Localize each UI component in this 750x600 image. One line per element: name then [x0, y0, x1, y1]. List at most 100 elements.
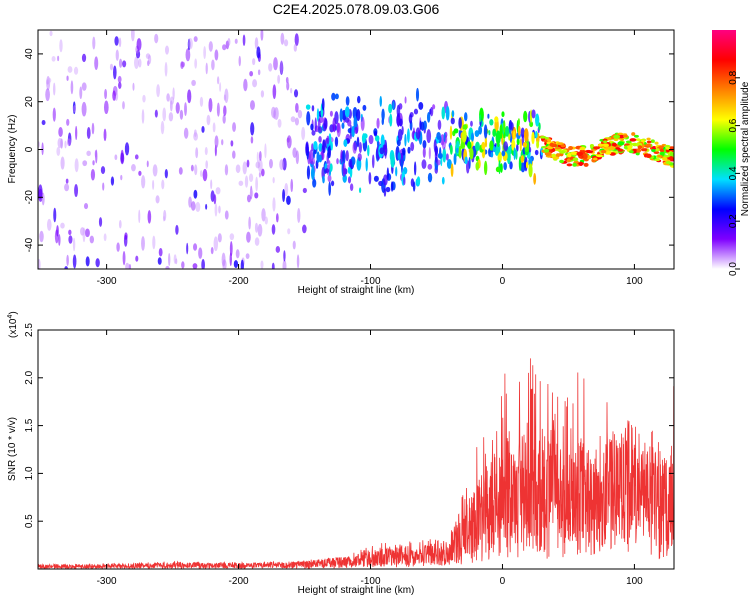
spectrogram-cell [613, 138, 619, 142]
spectrogram-cell [230, 140, 234, 147]
spectrogram-cell [441, 176, 445, 185]
spectrogram-cell [589, 143, 595, 148]
spectrogram-cell [659, 148, 665, 153]
snr-y-tick-label: 0.5 [24, 514, 35, 528]
spectrogram-cell [232, 150, 236, 159]
spectrogram-cell [515, 149, 518, 160]
spectrogram-cell [92, 160, 95, 166]
spectrogram-cell [554, 146, 561, 150]
spectrogram-cell [313, 140, 318, 150]
spectrogram-cell [178, 167, 183, 175]
spectrogram-cell [503, 141, 509, 152]
spectrogram-cell [234, 38, 238, 44]
spectrogram-cell [256, 46, 261, 59]
spectrogram-cell [397, 152, 401, 161]
spectrogram-cell [395, 166, 398, 177]
spectrogram-cells [38, 30, 674, 269]
spectrogram-cell [217, 233, 222, 243]
spectrogram-cell [292, 147, 297, 158]
spectrogram-cell [45, 88, 50, 102]
spectrogram-cell [349, 124, 353, 140]
spectrogram-cell [293, 43, 298, 52]
spectrogram-cell [287, 228, 291, 235]
spectrogram-cell [74, 158, 79, 173]
spectrogram-cell [516, 143, 519, 152]
spectrogram-cell [94, 56, 99, 70]
spectrogram-cell [566, 163, 573, 167]
spectrogram-cell [260, 30, 264, 41]
spectrogram-cell [86, 150, 91, 157]
spectrogram-cell [490, 151, 494, 158]
spectrogram-cell [260, 90, 265, 98]
spectrogram-cell [248, 173, 254, 182]
spectrogram-cell [193, 132, 199, 141]
spectrogram-cell [657, 154, 662, 158]
spectrogram-x-tick-label: 100 [626, 276, 643, 287]
spectrogram-cell [90, 168, 96, 181]
spectrogram-cell [327, 174, 332, 183]
spectrogram-cell [360, 116, 365, 131]
spectrogram-cell [347, 176, 352, 184]
spectrogram-cell [645, 153, 652, 159]
snr-x-ticks: -300 -200 -100 0 100 [97, 330, 643, 587]
spectrogram-cell [659, 151, 665, 156]
spectrogram-cell [117, 75, 122, 83]
spectrogram-cell [191, 79, 196, 86]
spectrogram-cell [199, 96, 204, 107]
spectrogram-cell [437, 119, 442, 130]
spectrogram-cell [195, 147, 199, 159]
spectrogram-cell [290, 87, 293, 94]
spectrogram-cell [193, 36, 198, 42]
spectrogram-cell [268, 62, 273, 72]
colorbar-tick-label: 0.2 [728, 214, 739, 228]
spectrogram-cell [138, 58, 142, 68]
spectrogram-cell [663, 154, 670, 158]
spectrogram-cell [328, 145, 332, 159]
spectrogram-cell [646, 137, 651, 141]
spectrogram-cell [470, 132, 475, 142]
spectrogram-cell [478, 125, 483, 135]
spectrogram-cell [406, 128, 410, 143]
spectrogram-cell [242, 34, 246, 47]
spectrogram-cell [216, 102, 220, 117]
spectrogram-cell [637, 145, 643, 150]
spectrogram-cell [252, 79, 258, 88]
spectrogram-cell [450, 117, 455, 125]
spectrogram-cell [81, 53, 87, 63]
spectrogram-cell [100, 166, 106, 175]
spectrogram-cell [116, 242, 120, 252]
spectrogram-cell [254, 222, 259, 233]
spectrogram-cell [365, 157, 368, 172]
spectrogram-cell [74, 183, 79, 198]
spectrogram-cell [235, 164, 241, 174]
spectrogram-cell [180, 61, 184, 70]
spectrogram-cell [572, 157, 579, 162]
spectrogram-cell [544, 151, 552, 156]
spectrogram-cell [436, 132, 441, 140]
spectrogram-cell [475, 141, 480, 152]
spectrogram-cell [536, 140, 540, 149]
spectrogram-cell [453, 128, 459, 134]
spectrogram-cell [541, 145, 547, 149]
spectrogram-cell [141, 175, 146, 189]
spectrogram-cell [112, 90, 116, 101]
spectrogram-cell [322, 140, 325, 153]
spectrogram-cell [559, 159, 565, 164]
spectrogram-cell [118, 81, 122, 89]
spectrogram-cell [213, 236, 219, 252]
spectrogram-cell [374, 135, 380, 142]
spectrogram-cell [328, 181, 332, 196]
spectrogram-cell [343, 139, 348, 147]
spectrogram-cell [164, 168, 168, 179]
spectrogram-cell [312, 178, 317, 188]
spectrogram-cell [419, 120, 422, 130]
spectrogram-cell [179, 109, 184, 120]
spectrogram-cell [142, 94, 146, 103]
spectrogram-cell [194, 164, 198, 176]
spectrogram-cell [132, 82, 135, 91]
spectrogram-cell [453, 153, 457, 166]
spectrogram-cell [89, 235, 95, 244]
spectrogram-cell [164, 62, 168, 77]
spectrogram-cell [125, 262, 130, 269]
